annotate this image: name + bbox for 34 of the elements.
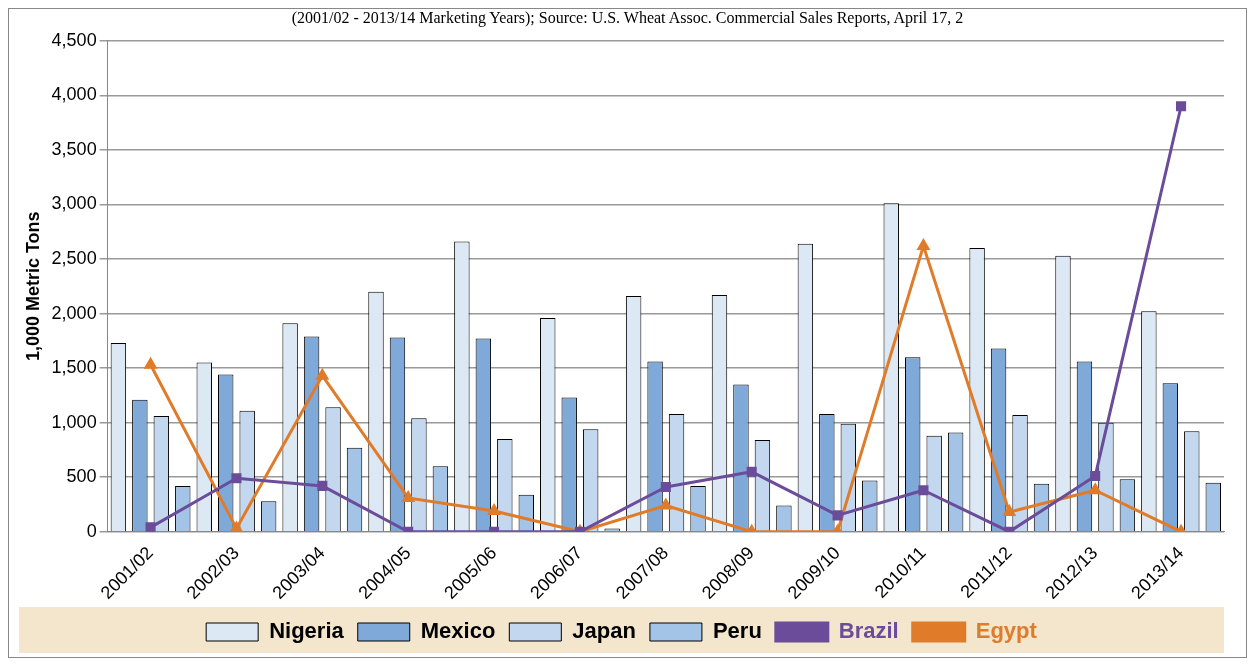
y-tick-label: 4,000 — [51, 84, 97, 105]
y-axis-title: 1,000 Metric Tons — [22, 211, 43, 362]
point — [1089, 483, 1102, 495]
point — [316, 369, 329, 380]
point — [1090, 471, 1101, 482]
point — [230, 521, 243, 532]
point — [917, 239, 930, 250]
y-tick-label: 3,000 — [51, 193, 97, 214]
legend-label: Peru — [712, 618, 762, 644]
point — [832, 510, 843, 521]
point — [746, 466, 757, 477]
chart-subtitle: (2001/02 - 2013/14 Marketing Years); Source: U.S. Wheat Assoc. Commercial Sales Reports, April 17, 2 — [290, 9, 965, 27]
point — [488, 504, 500, 515]
point — [231, 473, 242, 484]
y-tick-label: 500 — [66, 466, 97, 487]
point — [660, 481, 671, 493]
legend-label: Brazil — [838, 618, 899, 644]
point — [145, 522, 156, 532]
point — [402, 491, 415, 502]
y-tick-label: 2,000 — [51, 302, 97, 323]
legend-label: Egypt — [975, 618, 1038, 644]
legend-label: Mexico — [420, 618, 496, 644]
legend-label: Japan — [572, 618, 636, 644]
y-tick-label: 1,000 — [51, 411, 97, 432]
y-tick-label: 4,500 — [51, 29, 97, 50]
point — [1176, 101, 1187, 112]
point — [1003, 505, 1016, 517]
y-tick-label: 3,500 — [51, 138, 97, 159]
point — [918, 485, 929, 496]
y-tick-label: 1,500 — [51, 357, 97, 378]
y-tick-label: 2,500 — [51, 247, 97, 268]
point — [317, 480, 328, 491]
legend-label: Nigeria — [269, 618, 345, 644]
y-tick-label: 0 — [86, 520, 97, 541]
